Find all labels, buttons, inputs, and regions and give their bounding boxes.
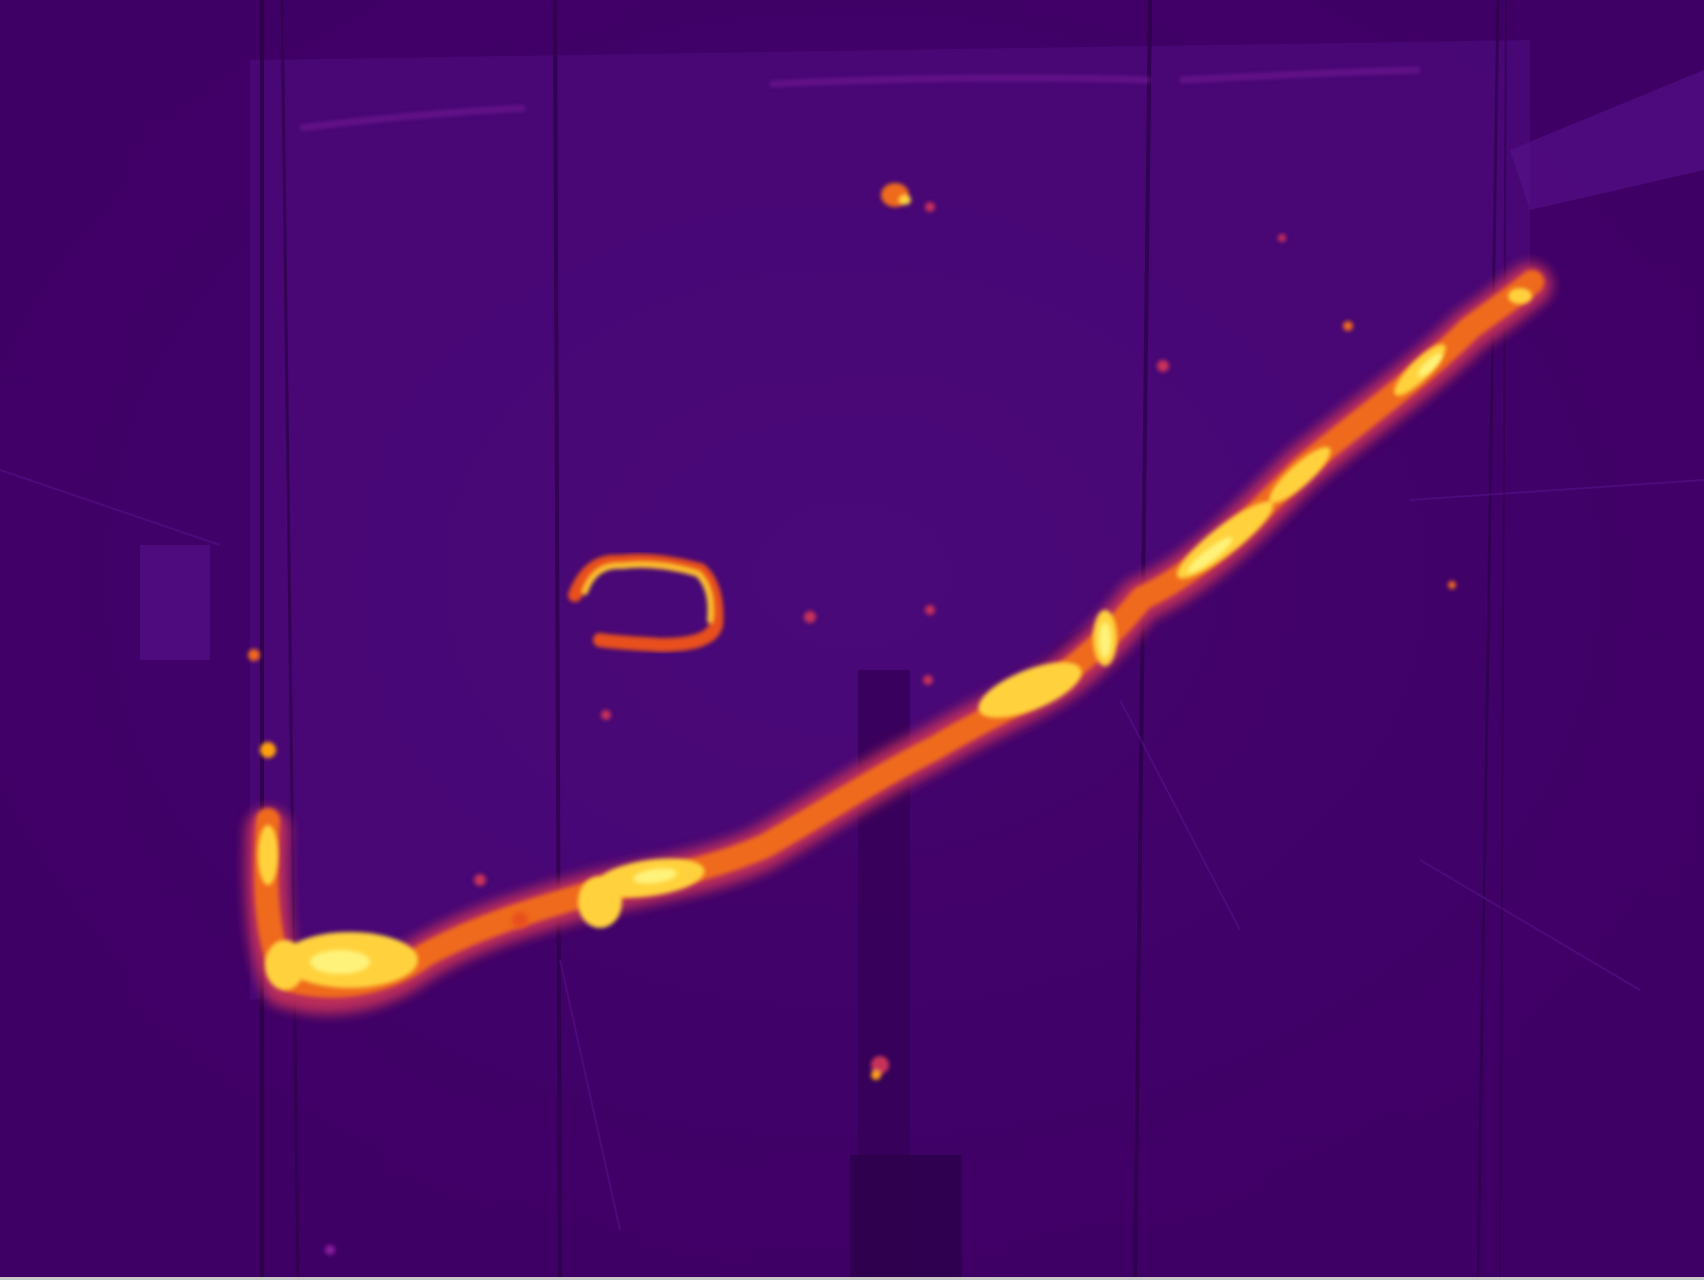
- top-faint-streak: [299, 67, 1421, 131]
- upper-right-beam: [1510, 70, 1704, 210]
- left-side-panel: [140, 545, 210, 660]
- hot-rectangle-outline: [568, 553, 724, 653]
- structural-poles: [260, 0, 1507, 1280]
- bottom-border: [0, 1277, 1704, 1280]
- diagonal-struts: [0, 469, 1704, 1231]
- hottest-points: [310, 353, 1442, 974]
- wall-panel-region: [250, 40, 1530, 1000]
- central-column-base: [850, 1155, 962, 1280]
- scattered-warm-specks: [248, 183, 1456, 1255]
